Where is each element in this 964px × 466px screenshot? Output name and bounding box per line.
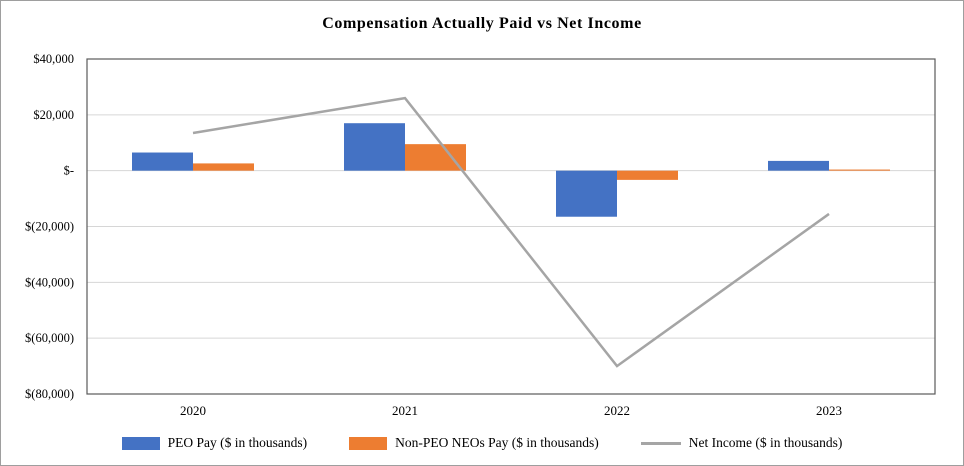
bar-non-peo-2022 bbox=[617, 170, 678, 180]
y-axis-tick-label: $(20,000) bbox=[25, 220, 74, 234]
legend-label-non-peo-pay: Non-PEO NEOs Pay ($ in thousands) bbox=[395, 435, 599, 450]
legend-swatch-peo-pay-icon bbox=[121, 436, 160, 450]
y-axis-tick-label: $20,000 bbox=[33, 108, 74, 122]
legend-swatch-net-income-line-icon bbox=[640, 441, 681, 445]
x-axis-label-2021: 2021 bbox=[392, 403, 418, 418]
x-axis-label-2022: 2022 bbox=[604, 403, 630, 418]
legend-item-net-income: Net Income ($ in thousands) bbox=[640, 435, 843, 451]
y-axis-tick-label: $40,000 bbox=[33, 52, 74, 66]
bar-peo-2023 bbox=[768, 160, 829, 171]
bar-non-peo-2023 bbox=[829, 169, 890, 171]
y-axis-tick-label: $- bbox=[64, 164, 74, 178]
x-axis-label-2020: 2020 bbox=[180, 403, 206, 418]
legend-swatch-non-peo-pay-icon bbox=[349, 436, 388, 450]
chart-title: Compensation Actually Paid vs Net Income bbox=[322, 15, 642, 32]
bar-peo-2022 bbox=[556, 170, 617, 217]
bar-peo-2020 bbox=[132, 152, 193, 171]
net-income-line bbox=[192, 96, 830, 368]
legend-label-net-income: Net Income ($ in thousands) bbox=[688, 435, 843, 450]
legend-item-peo-pay: PEO Pay ($ in thousands) bbox=[121, 435, 308, 451]
y-axis-tick-label: $(60,000) bbox=[25, 331, 74, 345]
bar-non-peo-2020 bbox=[193, 163, 254, 171]
x-axis-label-2023: 2023 bbox=[816, 403, 842, 418]
bar-peo-2021 bbox=[344, 123, 405, 171]
bar-non-peo-2021 bbox=[405, 144, 466, 171]
plot-border bbox=[86, 58, 936, 395]
legend-label-peo-pay: PEO Pay ($ in thousands) bbox=[167, 435, 308, 450]
chart-legend: PEO Pay ($ in thousands) Non-PEO NEOs Pa… bbox=[1, 435, 963, 451]
legend-item-non-peo-pay: Non-PEO NEOs Pay ($ in thousands) bbox=[349, 435, 599, 451]
y-axis-tick-label: $(40,000) bbox=[25, 275, 74, 289]
y-axis-tick-label: $(80,000) bbox=[25, 387, 74, 401]
